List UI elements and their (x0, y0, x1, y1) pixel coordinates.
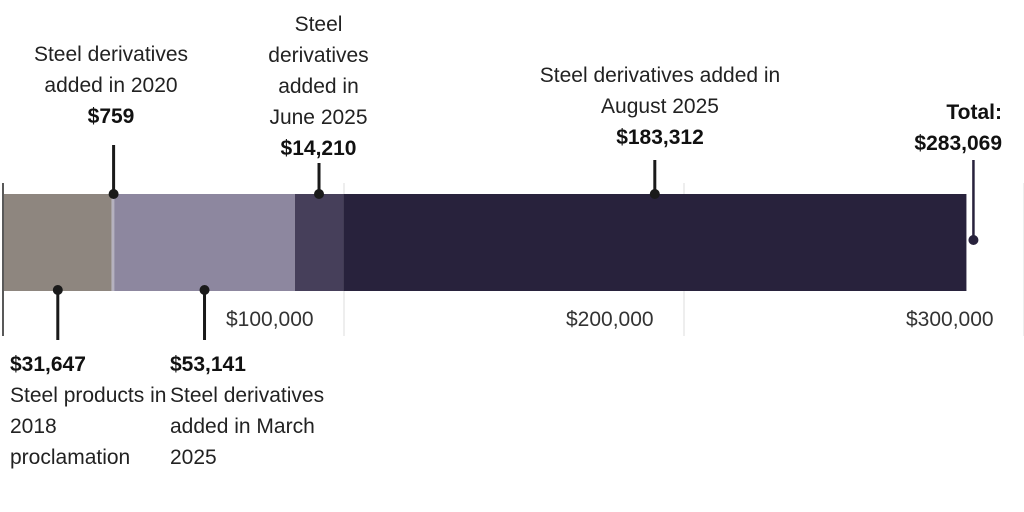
bar-segment-4 (294, 194, 344, 291)
label-june-2025: Steel derivatives added in June 2025 $14… (256, 9, 381, 164)
label-total-value: $283,069 (914, 132, 1002, 155)
label-august-2025: Steel derivatives added in August 2025 $… (530, 60, 790, 153)
label-2018: $31,647 Steel products in 2018 proclamat… (10, 349, 170, 473)
label-total: Total: $283,069 (872, 97, 1002, 159)
x-tick-label-100000: $100,000 (226, 308, 314, 331)
label-june-2025-text: Steel derivatives added in June 2025 (268, 13, 369, 129)
bar-segment-3 (114, 194, 295, 291)
leader-dot-5 (649, 189, 660, 199)
label-total-title: Total: (946, 101, 1002, 124)
bar-segment-5 (343, 194, 967, 291)
label-august-2025-value: $183,312 (616, 126, 704, 149)
label-2018-text: Steel products in 2018 proclamation (10, 384, 167, 469)
label-2018-value: $31,647 (10, 353, 86, 376)
leader-dot-1 (52, 285, 63, 295)
x-tick-label-300000: $300,000 (906, 308, 994, 331)
label-march-2025-text: Steel derivatives added in March 2025 (170, 384, 325, 469)
label-2020-text: Steel derivatives added in 2020 (33, 43, 189, 97)
x-tick-label-200000: $200,000 (566, 308, 654, 331)
leader-dot-3 (199, 285, 210, 295)
leader-dot-2 (108, 189, 119, 199)
label-march-2025-value: $53,141 (170, 353, 246, 376)
label-2020: Steel derivatives added in 2020 $759 (31, 39, 191, 132)
label-march-2025: $53,141 Steel derivatives added in March… (170, 349, 355, 473)
label-august-2025-text: Steel derivatives added in August 2025 (539, 64, 781, 118)
bar-segment-1 (4, 194, 112, 291)
label-2020-value: $759 (87, 105, 135, 128)
total-leader-dot (968, 235, 979, 245)
leader-dot-4 (314, 189, 325, 199)
label-june-2025-value: $14,210 (280, 137, 357, 160)
bar-segment-2 (111, 194, 115, 291)
